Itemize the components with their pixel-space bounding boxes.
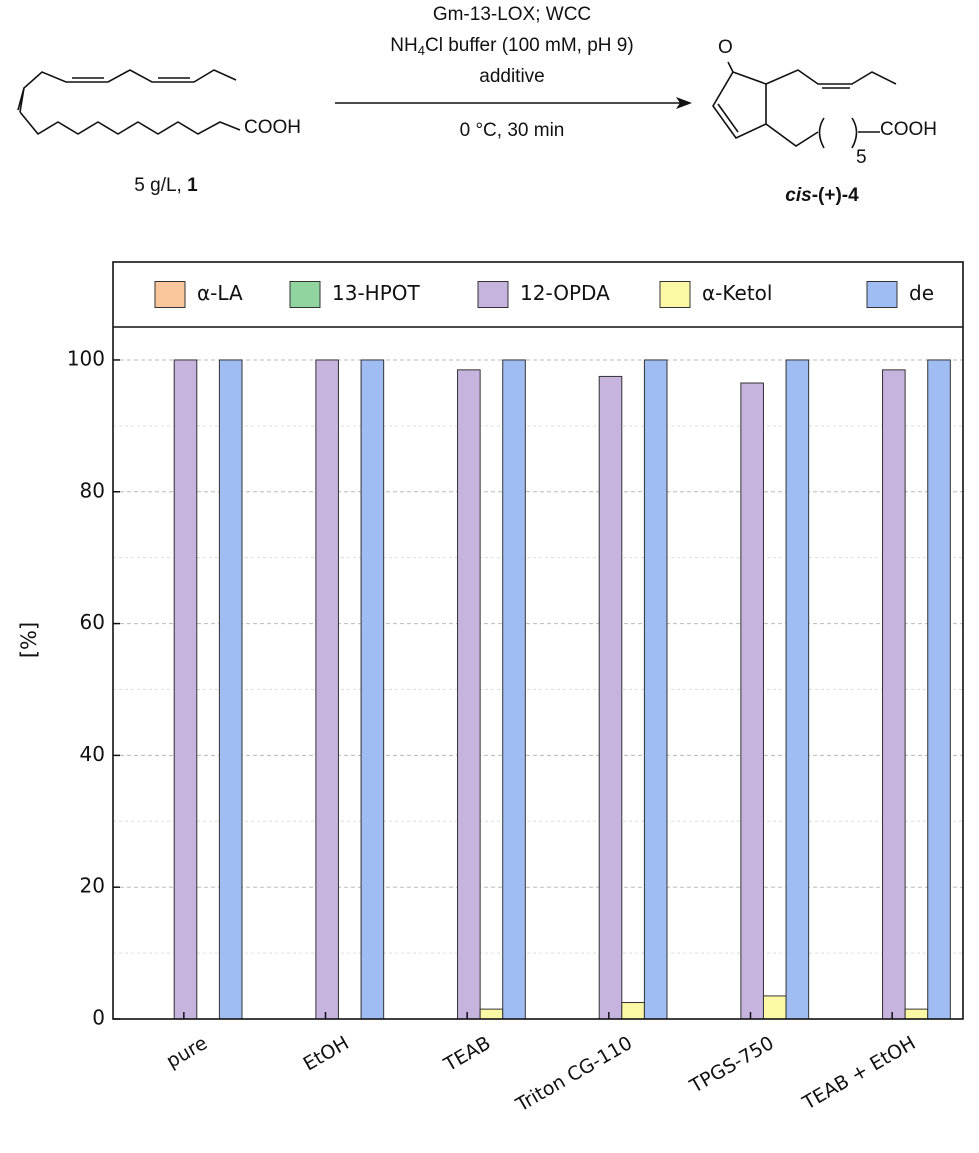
legend-label: 13-HPOT [332,281,421,305]
bar [457,369,481,1020]
repeat-bracket [818,117,858,149]
y-tick-label: 40 [80,742,105,766]
product-oxygen: O [718,37,733,58]
legend-swatch [659,281,691,308]
conditions: 0 °C, 30 min [460,120,565,141]
bar [315,359,339,1020]
arrow-head [676,97,692,109]
reagent-text: Cl buffer (100 mM, pH 9) [425,35,634,56]
product-structure [712,61,897,147]
bar [904,1008,929,1020]
plot-frame [112,261,964,1020]
y-tick-label: 80 [80,478,105,502]
bar [173,359,198,1020]
y-axis-label: [%] [17,622,41,658]
legend-swatch [866,281,898,308]
y-tick-label: 0 [92,1006,105,1030]
x-tick-label: TEAB + EtOH [798,1032,919,1115]
x-tick-label: TPGS-750 [685,1032,777,1098]
reagent-line: Gm-13-LOX; WCC [433,4,591,25]
legend-label: α-Ketol [702,281,772,305]
legend-label: 12-OPDA [520,281,610,305]
x-tick-label: Triton CG-110 [511,1032,636,1117]
bar [927,359,951,1020]
bar [598,375,623,1020]
bar [740,382,764,1020]
reagent-subscript: 4 [418,43,425,58]
product-label: cis-(+)-4 [785,185,859,206]
reagent-text: NH [390,35,417,56]
legend-swatch [154,281,186,308]
y-tick-label: 100 [67,346,105,370]
substrate-number: 1 [187,175,198,196]
x-tick-label: pure [163,1032,211,1073]
legend-label: α-LA [197,281,243,305]
product-prefix: cis [785,185,811,206]
substrate-label-text: 5 g/L, [134,175,187,196]
bar [785,359,810,1020]
substrate-label: 5 g/L, 1 [134,175,198,196]
bar [621,1002,645,1020]
y-tick-label: 20 [80,874,105,898]
reaction-scheme: COOH 5 g/L, 1 Gm-13-LOX; WCC NH4Cl buffe… [17,4,937,206]
product-repeat: 5 [856,147,867,168]
y-tick-label: 60 [80,610,105,634]
substrate-group: COOH [244,117,301,138]
chart: [%] 0 20 40 60 80 100 pure EtOH TEAB Triton CG-11… [17,261,964,1117]
legend-label: de [909,281,934,305]
bar [502,359,526,1020]
x-tick-label: EtOH [300,1032,353,1075]
legend-swatch [477,281,509,308]
product-group: COOH [880,119,937,140]
bar [360,359,385,1020]
x-tick-label: TEAB [440,1032,495,1076]
bar [643,359,668,1020]
bar [479,1008,504,1020]
reagent-line: additive [479,66,545,87]
legend-swatch [289,281,321,308]
bar [218,359,243,1020]
substrate-structure [17,69,241,136]
product-name: -(+)-4 [812,185,859,206]
reagent-line: NH4Cl buffer (100 mM, pH 9) [390,35,633,58]
bar [882,369,906,1020]
bar [762,995,787,1020]
